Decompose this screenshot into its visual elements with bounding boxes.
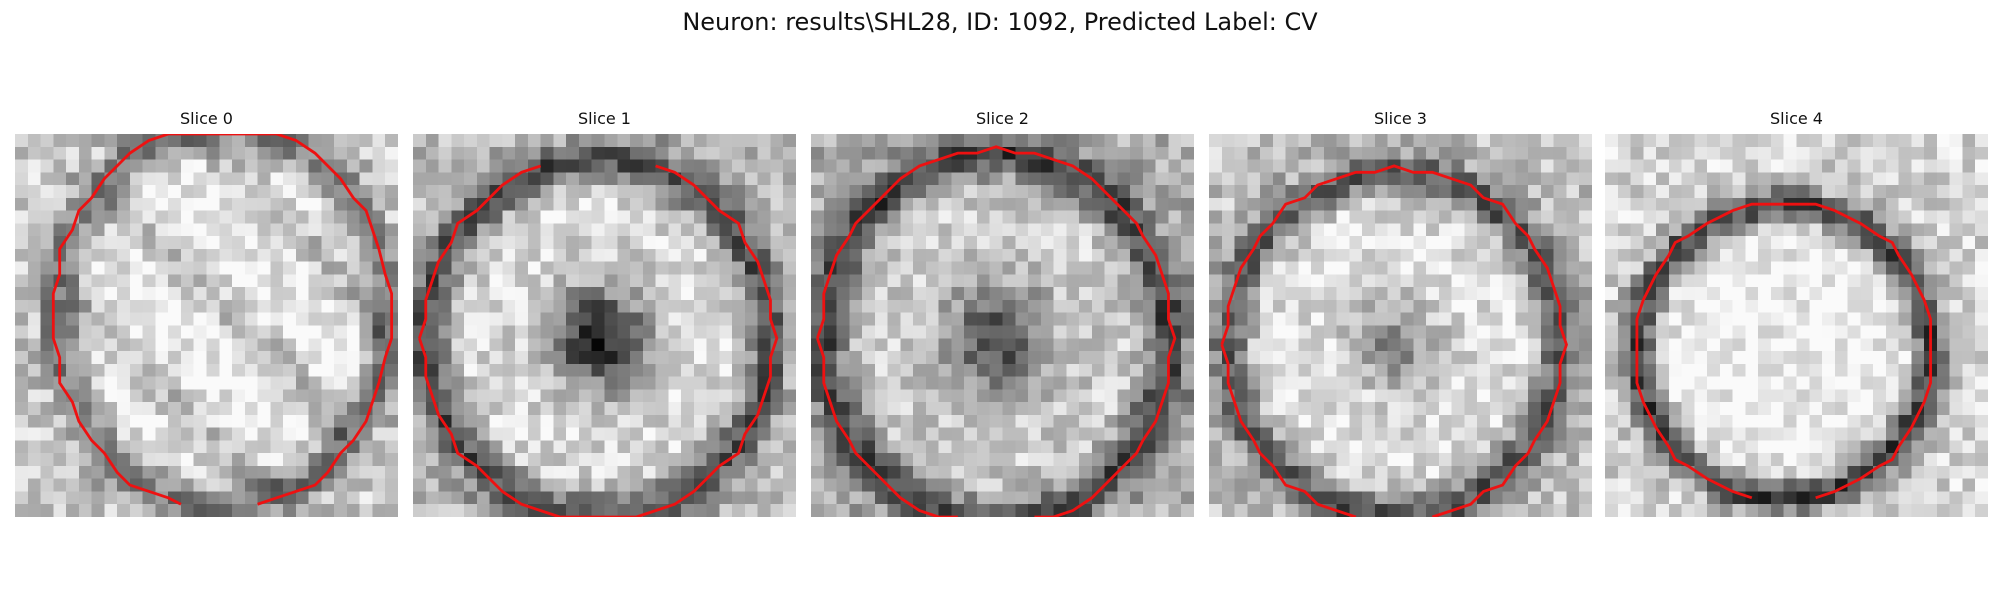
slice-panel-2: Slice 2 (811, 108, 1194, 517)
slice-image (1209, 134, 1592, 517)
slice-panel-4: Slice 4 (1605, 108, 1988, 517)
contour-line (816, 337, 958, 517)
contour-line (418, 164, 779, 517)
slice-title: Slice 3 (1374, 109, 1427, 128)
contour-line (816, 145, 1177, 517)
contour-line (1220, 164, 1568, 517)
slice-title: Slice 1 (578, 109, 631, 128)
figure-title: Neuron: results\SHL28, ID: 1092, Predict… (682, 8, 1318, 36)
contour-line (1635, 351, 1753, 500)
slice-title: Slice 2 (976, 109, 1029, 128)
slice-panel-1: Slice 1 (413, 108, 796, 517)
slice-image (413, 134, 796, 517)
slice-title: Slice 0 (180, 109, 233, 128)
slice-image (15, 134, 398, 517)
slice-title: Slice 4 (1770, 109, 1823, 128)
contour-line (1220, 344, 1357, 517)
slice-panel-0: Slice 0 (15, 108, 398, 517)
slice-image (1605, 134, 1988, 517)
slice-image (811, 134, 1194, 517)
contour-line (51, 134, 394, 506)
contour-line (418, 164, 542, 339)
slice-panel-3: Slice 3 (1209, 108, 1592, 517)
contour-line (51, 319, 182, 506)
contour-line (1635, 202, 1932, 500)
